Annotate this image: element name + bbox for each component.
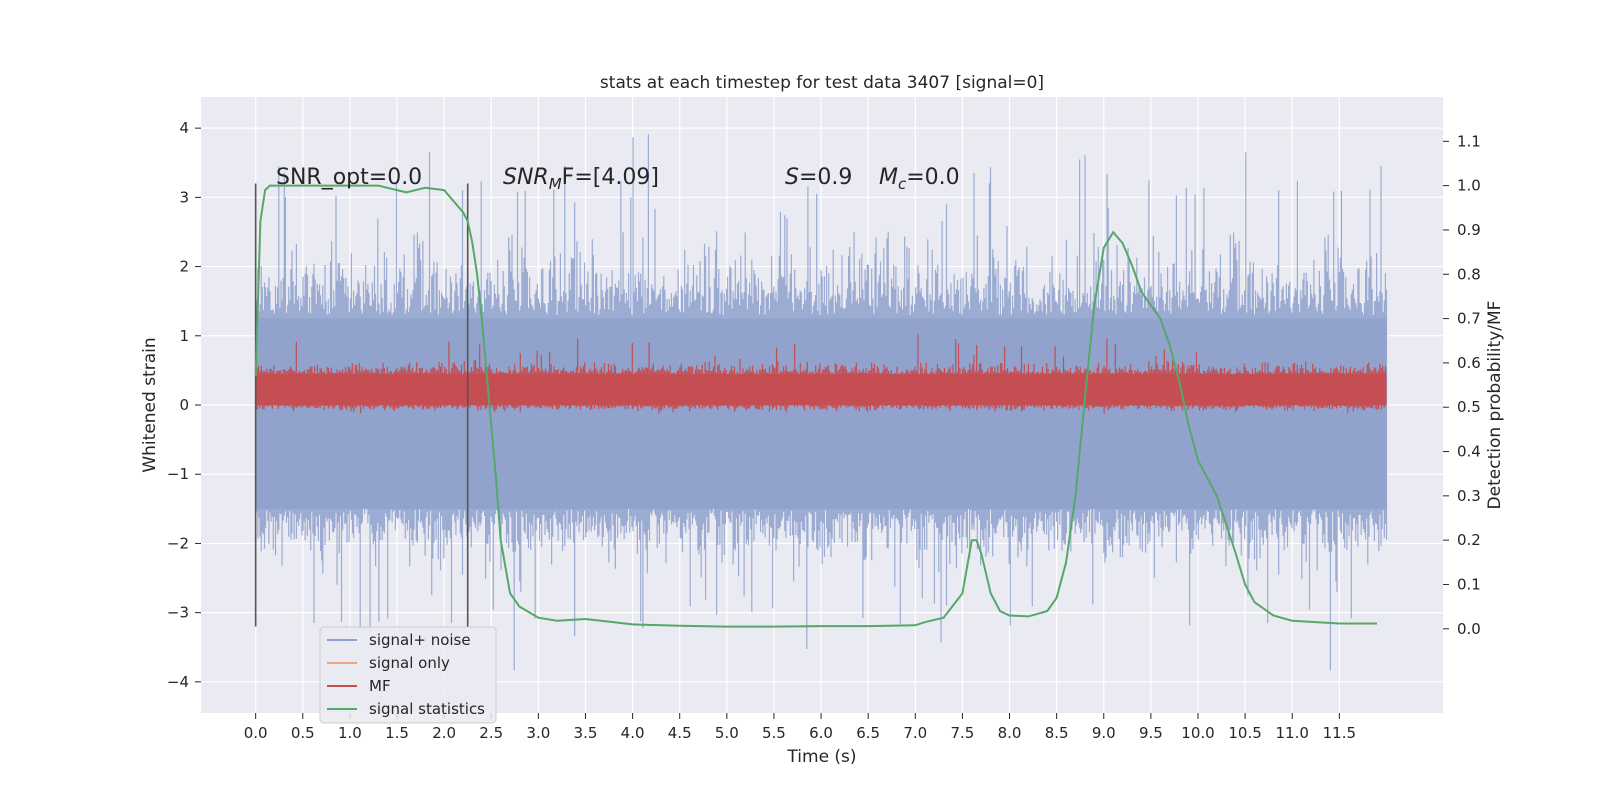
y2-tick-label-9: 0.2	[1457, 531, 1481, 549]
x-tick-label-21: 10.5	[1228, 724, 1261, 742]
x-tick-label-11: 5.5	[762, 724, 786, 742]
x-tick-label-19: 9.5	[1139, 724, 1163, 742]
x-tick-label-4: 2.0	[432, 724, 456, 742]
y2-tick-label-2: 0.9	[1457, 221, 1481, 239]
y-tick-label-6: −2	[167, 534, 189, 552]
x-tick-label-5: 2.5	[479, 724, 503, 742]
legend-label-signal-statistics: signal statistics	[369, 700, 485, 718]
y-axis-title: Whitened strain	[140, 337, 160, 472]
x-tick-label-8: 4.0	[621, 724, 645, 742]
signal-statistics-line	[254, 184, 1377, 628]
y-axis-right: 1.1 1.0 0.9 0.8 0.7 0.6 0.5 0.4 0.3 0.2 0.1 0.0	[1443, 132, 1481, 638]
x-tick-label-23: 11.5	[1323, 724, 1356, 742]
y2-tick-label-3: 0.8	[1457, 265, 1481, 283]
x-tick-label-10: 5.0	[715, 724, 739, 742]
annotation-mc: Mc=0.0	[879, 165, 960, 193]
x-tick-label-14: 7.0	[903, 724, 927, 742]
y2-axis-title: Detection probability/MF	[1485, 301, 1505, 510]
legend: signal+ noise signal only MF signal stat…	[319, 626, 497, 724]
annotation-snr-mf: SNRMF=[4.09]	[503, 165, 659, 193]
legend-label-signal-noise: signal+ noise	[369, 631, 471, 649]
chart-title: stats at each timestep for test data 340…	[600, 73, 1044, 93]
x-tick-label-13: 6.5	[856, 724, 880, 742]
legend-box	[319, 626, 497, 724]
y2-tick-label-11: 0.0	[1457, 620, 1481, 638]
y-tick-label-8: −4	[167, 673, 189, 691]
y2-tick-label-10: 0.1	[1457, 575, 1481, 593]
x-tick-label-18: 9.0	[1092, 724, 1116, 742]
x-tick-label-17: 8.5	[1045, 724, 1069, 742]
legend-label-mf: MF	[369, 677, 391, 695]
x-tick-label-7: 3.5	[574, 724, 598, 742]
x-tick-label-0: 0.0	[244, 724, 268, 742]
y2-tick-label-0: 1.1	[1457, 132, 1481, 150]
x-tick-label-20: 10.0	[1181, 724, 1214, 742]
y2-tick-label-4: 0.7	[1457, 310, 1481, 328]
vertical-markers	[254, 183, 469, 627]
y2-tick-label-5: 0.6	[1457, 354, 1481, 372]
signal-noise-series	[255, 134, 1388, 671]
x-tick-label-16: 8.0	[998, 724, 1022, 742]
x-tick-label-2: 1.0	[338, 724, 362, 742]
x-axis: 0.0 0.5 1.0 1.5 2.0 2.5 3.0 3.5 4.0 4.5 5.0 5.5 6.0 6…	[244, 713, 1356, 742]
x-tick-label-12: 6.0	[809, 724, 833, 742]
y-tick-label-2: 2	[179, 258, 189, 276]
x-tick-label-15: 7.5	[950, 724, 974, 742]
annotation-s: S=0.9	[785, 165, 852, 190]
y-tick-label-5: −1	[167, 465, 189, 483]
y-axis-left: 4 3 2 1 0 −1 −2 −3 −4	[167, 119, 201, 691]
mf-series	[255, 334, 1387, 414]
x-tick-label-6: 3.0	[526, 724, 550, 742]
y2-tick-label-7: 0.4	[1457, 443, 1481, 461]
y-tick-label-0: 4	[179, 119, 189, 137]
x-tick-label-1: 0.5	[291, 724, 315, 742]
y-tick-label-1: 3	[179, 188, 189, 206]
x-tick-label-9: 4.5	[668, 724, 692, 742]
y2-tick-label-6: 0.5	[1457, 398, 1481, 416]
y-tick-label-3: 1	[179, 327, 189, 345]
x-axis-title: Time (s)	[786, 747, 856, 767]
y2-tick-label-1: 1.0	[1457, 177, 1481, 195]
x-tick-label-3: 1.5	[385, 724, 409, 742]
y-tick-label-4: 0	[179, 396, 189, 414]
annotation-snr-opt: SNR_opt=0.0	[276, 165, 422, 190]
y2-tick-label-8: 0.3	[1457, 487, 1481, 505]
y-tick-label-7: −3	[167, 604, 189, 622]
legend-label-signal-only: signal only	[369, 654, 450, 672]
x-tick-label-22: 11.0	[1276, 724, 1309, 742]
